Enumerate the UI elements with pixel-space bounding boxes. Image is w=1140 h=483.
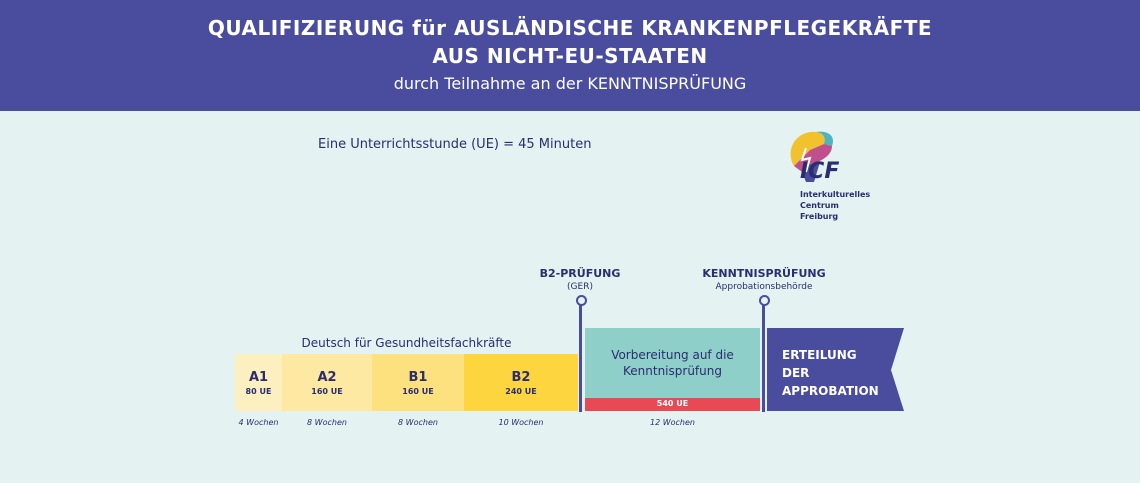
- b2-exam-subtitle: (GER): [567, 282, 593, 292]
- level-a2-ue: 160 UE: [311, 387, 343, 396]
- kp-exam-title: KENNTNISPRÜFUNG: [702, 267, 826, 280]
- level-b1-ue: 160 UE: [402, 387, 434, 396]
- level-a2-segment: A2 160 UE: [282, 354, 372, 411]
- b2-milestone-line: [579, 304, 582, 412]
- b2-exam-title: B2-PRÜFUNG: [539, 267, 621, 280]
- preparation-ue-bar: [585, 398, 760, 411]
- german-course-title: Deutsch für Gesundheitsfachkräfte: [301, 336, 512, 350]
- logo-line-2: Centrum: [800, 201, 839, 210]
- preparation-ue: 540 UE: [656, 399, 689, 408]
- level-b1-weeks: 8 Wochen: [398, 418, 438, 427]
- approbation-text: ERTEILUNG DER APPROBATION: [782, 346, 879, 400]
- level-b1-segment: B1 160 UE: [372, 354, 464, 411]
- approbation-line-3: APPROBATION: [782, 384, 879, 398]
- logo-line-3: Freiburg: [800, 212, 839, 221]
- approbation-line-2: DER: [782, 366, 810, 380]
- preparation-block: [585, 328, 760, 398]
- level-b2-label: B2: [511, 370, 531, 385]
- level-a1-label: A1: [248, 370, 269, 385]
- level-b1-label: B1: [408, 370, 428, 385]
- level-a1-weeks: 4 Wochen: [238, 418, 279, 427]
- level-a1-ue: 80 UE: [245, 387, 272, 396]
- level-b2-ue: 240 UE: [505, 387, 537, 396]
- logo-mark: ICF: [800, 159, 840, 184]
- subtitle: durch Teilnahme an der KENNTNISPRÜFUNG: [393, 74, 747, 93]
- level-b2-weeks: 10 Wochen: [498, 418, 544, 427]
- icf-logo-icon: [790, 131, 834, 182]
- approbation-line-1: ERTEILUNG: [782, 348, 857, 362]
- ue-definition-note: Eine Unterrichtsstunde (UE) = 45 Minuten: [318, 137, 592, 152]
- kp-milestone-line: [762, 304, 765, 412]
- level-a2-label: A2: [317, 370, 337, 385]
- preparation-line-2: Kenntnisprüfung: [623, 364, 722, 378]
- level-a1-segment: A1 80 UE: [235, 354, 282, 411]
- preparation-weeks: 12 Wochen: [650, 418, 695, 427]
- title-line-1: QUALIFIZIERUNG für AUSLÄNDISCHE KRANKENP…: [207, 16, 933, 40]
- level-b2-segment: B2 240 UE: [464, 354, 578, 411]
- title-line-2: AUS NICHT-EU-STAATEN: [432, 44, 708, 68]
- level-a2-weeks: 8 Wochen: [307, 418, 347, 427]
- preparation-line-1: Vorbereitung auf die: [611, 348, 734, 362]
- kp-exam-subtitle: Approbationsbehörde: [715, 282, 813, 292]
- approbation-banner: [767, 328, 904, 411]
- header-banner: QUALIFIZIERUNG für AUSLÄNDISCHE KRANKENP…: [0, 0, 1140, 111]
- logo-line-1: Interkulturelles: [800, 190, 871, 199]
